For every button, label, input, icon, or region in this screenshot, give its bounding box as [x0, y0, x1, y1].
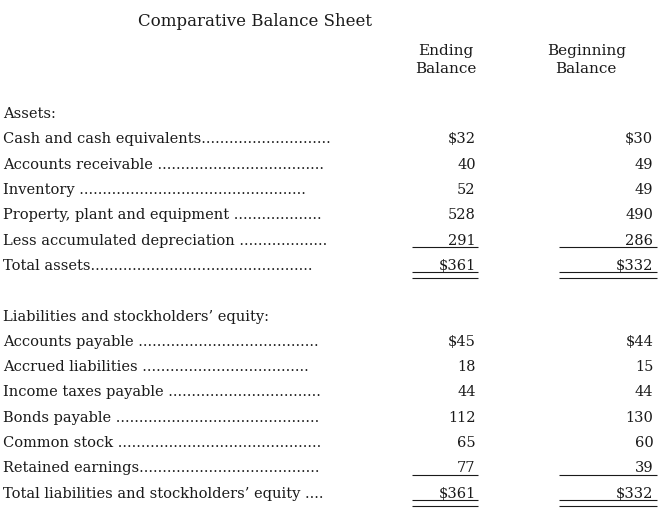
Text: Common stock ............................................: Common stock ...........................… — [3, 436, 322, 450]
Text: Ending
Balance: Ending Balance — [415, 44, 476, 76]
Text: Accounts receivable ....................................: Accounts receivable ....................… — [3, 158, 324, 172]
Text: Inventory .................................................: Inventory ..............................… — [3, 183, 306, 197]
Text: 40: 40 — [457, 158, 476, 172]
Text: Comparative Balance Sheet: Comparative Balance Sheet — [137, 13, 372, 30]
Text: Assets:: Assets: — [3, 107, 56, 121]
Text: $45: $45 — [448, 335, 476, 349]
Text: $332: $332 — [616, 259, 653, 273]
Text: Accrued liabilities ....................................: Accrued liabilities ....................… — [3, 360, 309, 374]
Text: Cash and cash equivalents............................: Cash and cash equivalents...............… — [3, 133, 331, 146]
Text: Liabilities and stockholders’ equity:: Liabilities and stockholders’ equity: — [3, 310, 269, 324]
Text: $361: $361 — [438, 487, 476, 501]
Text: Total assets................................................: Total assets............................… — [3, 259, 313, 273]
Text: 65: 65 — [457, 436, 476, 450]
Text: 77: 77 — [457, 461, 476, 476]
Text: $44: $44 — [625, 335, 653, 349]
Text: Less accumulated depreciation ...................: Less accumulated depreciation ..........… — [3, 234, 328, 247]
Text: 49: 49 — [634, 158, 653, 172]
Text: 49: 49 — [634, 183, 653, 197]
Text: 60: 60 — [634, 436, 653, 450]
Text: 490: 490 — [625, 208, 653, 222]
Text: 528: 528 — [448, 208, 476, 222]
Text: Bonds payable ............................................: Bonds payable ..........................… — [3, 411, 320, 425]
Text: $332: $332 — [616, 487, 653, 501]
Text: Retained earnings.......................................: Retained earnings.......................… — [3, 461, 320, 476]
Text: 291: 291 — [448, 234, 476, 247]
Text: $30: $30 — [625, 133, 653, 146]
Text: Income taxes payable .................................: Income taxes payable ...................… — [3, 385, 321, 399]
Text: Property, plant and equipment ...................: Property, plant and equipment ..........… — [3, 208, 322, 222]
Text: Accounts payable .......................................: Accounts payable .......................… — [3, 335, 319, 349]
Text: 52: 52 — [457, 183, 476, 197]
Text: $32: $32 — [448, 133, 476, 146]
Text: 286: 286 — [625, 234, 653, 247]
Text: 130: 130 — [625, 411, 653, 425]
Text: Beginning
Balance: Beginning Balance — [547, 44, 626, 76]
Text: 44: 44 — [634, 385, 653, 399]
Text: 15: 15 — [635, 360, 653, 374]
Text: 39: 39 — [634, 461, 653, 476]
Text: 18: 18 — [457, 360, 476, 374]
Text: Total liabilities and stockholders’ equity ....: Total liabilities and stockholders’ equi… — [3, 487, 324, 501]
Text: 112: 112 — [448, 411, 476, 425]
Text: 44: 44 — [457, 385, 476, 399]
Text: $361: $361 — [438, 259, 476, 273]
